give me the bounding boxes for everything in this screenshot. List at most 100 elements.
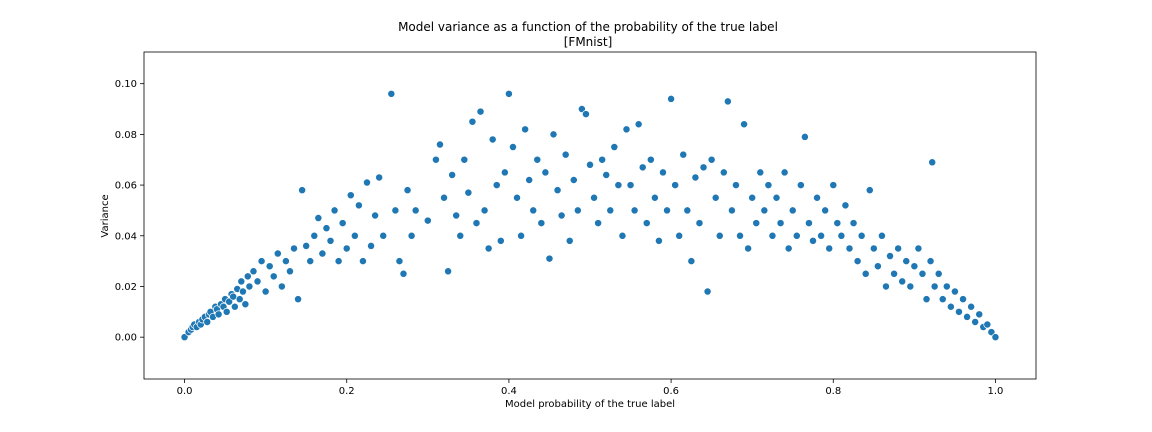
scatter-point (598, 155, 607, 164)
scatter-point (659, 168, 667, 177)
scatter-point (882, 282, 890, 291)
scatter-point (622, 125, 631, 134)
scatter-point (533, 155, 542, 164)
x-axis-label: Model probability of the true label (505, 399, 675, 410)
scatter-point (606, 206, 615, 215)
scatter-point (959, 295, 967, 304)
scatter-point (942, 282, 951, 291)
scatter-point (517, 231, 526, 240)
scatter-point (877, 231, 886, 240)
scatter-point (500, 168, 509, 177)
scatter-point (237, 277, 246, 286)
scatter-point (460, 155, 469, 164)
scatter-point (813, 193, 822, 202)
scatter-point (809, 236, 817, 245)
scatter-point (926, 257, 935, 266)
scatter-point (521, 125, 530, 134)
scatter-point (602, 170, 611, 179)
scatter-point (928, 158, 937, 167)
scatter-point (249, 267, 258, 276)
scatter-point (776, 219, 785, 228)
scatter-point (963, 312, 972, 321)
scatter-point (290, 244, 298, 253)
x-tick-label: 0.0 (177, 386, 193, 397)
scatter-point (922, 295, 931, 304)
scatter-point (833, 219, 842, 228)
scatter-point (910, 262, 919, 271)
scatter-point (468, 117, 477, 126)
scatter-point (273, 249, 282, 258)
scatter-point (492, 181, 501, 190)
scatter-point (395, 257, 404, 266)
scatter-point (906, 282, 915, 291)
scatter-point (476, 107, 485, 116)
scatter-series (180, 89, 1000, 342)
scatter-point (472, 219, 481, 228)
scatter-point (845, 244, 854, 253)
scatter-point (744, 244, 753, 253)
scatter-point (229, 292, 238, 301)
scatter-point (222, 307, 231, 316)
scatter-point (894, 244, 903, 253)
scatter-point (391, 206, 400, 215)
scatter-point (245, 282, 254, 291)
scatter-point (484, 244, 493, 253)
scatter-point (448, 170, 457, 179)
scatter-point (375, 173, 384, 182)
scatter-point (257, 257, 266, 266)
scatter-point (363, 178, 371, 187)
scatter-point (610, 143, 619, 152)
scatter-point (630, 206, 639, 215)
scatter-point (509, 143, 517, 152)
scatter-point (821, 206, 830, 215)
scatter-point (407, 231, 416, 240)
scatter-point (727, 206, 736, 215)
scatter-point (898, 277, 907, 286)
scatter-point (379, 231, 388, 240)
scatter-point (529, 206, 538, 215)
scatter-point (902, 257, 911, 266)
scatter-point (330, 206, 339, 215)
scatter-point (577, 105, 586, 113)
scatter-point (225, 297, 234, 306)
scatter-point (573, 206, 582, 215)
scatter-point (358, 257, 367, 266)
scatter-point (235, 295, 244, 304)
y-tick-label: 0.04 (115, 231, 137, 242)
scatter-point (642, 219, 651, 228)
scatter-point (411, 206, 420, 215)
scatter-point (829, 181, 838, 190)
scatter-point (403, 186, 412, 195)
scatter-point (581, 110, 590, 119)
scatter-point (732, 181, 740, 190)
scatter-point (650, 193, 659, 202)
scatter-point (265, 262, 274, 271)
scatter-point (675, 231, 684, 240)
scatter-point (253, 277, 262, 286)
plot-area (143, 51, 1037, 380)
y-tick-label: 0.02 (115, 282, 137, 293)
y-tick-label: 0.10 (115, 79, 137, 90)
scatter-point (488, 135, 497, 144)
scatter-point (464, 188, 473, 197)
scatter-point (618, 231, 627, 240)
y-axis-label: Variance (100, 194, 111, 237)
scatter-point (971, 318, 980, 326)
scatter-point (354, 201, 363, 210)
scatter-point (243, 272, 252, 281)
scatter-point (796, 181, 805, 190)
scatter-point (594, 219, 603, 228)
scatter-point (841, 201, 850, 210)
scatter-point (930, 282, 939, 291)
x-tick-label: 0.6 (663, 386, 679, 397)
scatter-point (423, 216, 432, 225)
scatter-point (614, 181, 623, 190)
scatter-point (804, 219, 813, 228)
scatter-point (752, 219, 761, 228)
scatter-point (334, 257, 343, 266)
scatter-point (918, 269, 927, 278)
scatter-point (541, 168, 550, 177)
scatter-point (983, 320, 992, 329)
scatter-point (683, 206, 692, 215)
